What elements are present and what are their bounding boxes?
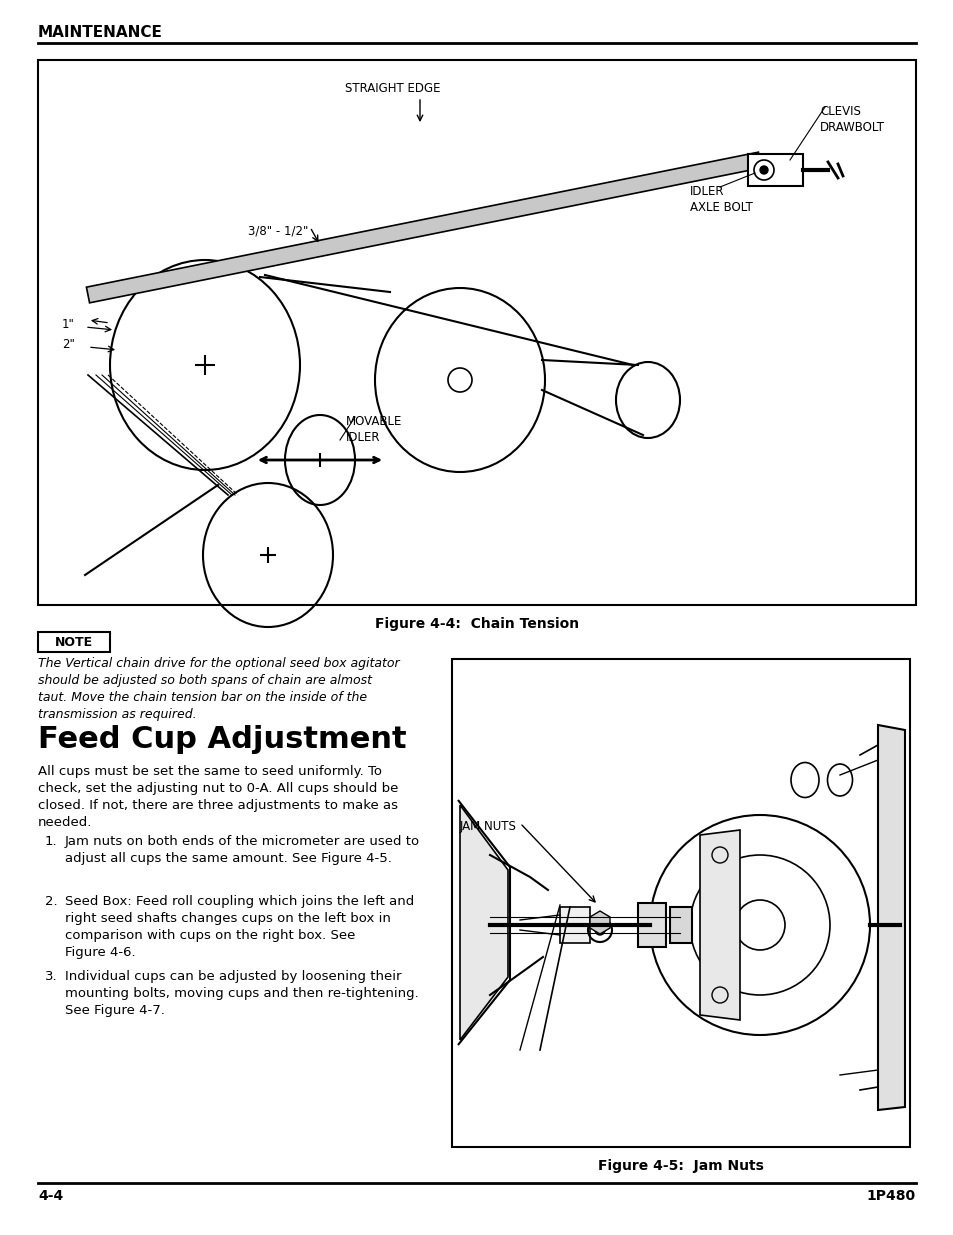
Text: 2.: 2. bbox=[45, 895, 57, 908]
Text: check, set the adjusting nut to 0-A. All cups should be: check, set the adjusting nut to 0-A. All… bbox=[38, 782, 398, 795]
FancyBboxPatch shape bbox=[638, 903, 665, 947]
FancyBboxPatch shape bbox=[38, 632, 110, 652]
Text: 3.: 3. bbox=[45, 969, 57, 983]
Text: IDLER
AXLE BOLT: IDLER AXLE BOLT bbox=[689, 185, 752, 214]
Text: right seed shafts changes cups on the left box in: right seed shafts changes cups on the le… bbox=[65, 911, 391, 925]
Text: All cups must be set the same to seed uniformly. To: All cups must be set the same to seed un… bbox=[38, 764, 381, 778]
Text: Individual cups can be adjusted by loosening their: Individual cups can be adjusted by loose… bbox=[65, 969, 401, 983]
Text: Jam nuts on both ends of the micrometer are used to: Jam nuts on both ends of the micrometer … bbox=[65, 835, 419, 848]
Circle shape bbox=[760, 165, 767, 174]
FancyBboxPatch shape bbox=[669, 906, 691, 944]
Text: JAM NUTS: JAM NUTS bbox=[459, 820, 517, 832]
Text: comparison with cups on the right box. See: comparison with cups on the right box. S… bbox=[65, 929, 355, 942]
Polygon shape bbox=[87, 152, 760, 303]
Text: 1P480: 1P480 bbox=[866, 1189, 915, 1203]
Text: STRAIGHT EDGE: STRAIGHT EDGE bbox=[345, 82, 440, 95]
Text: Figure 4-4:  Chain Tension: Figure 4-4: Chain Tension bbox=[375, 618, 578, 631]
Text: 1.: 1. bbox=[45, 835, 57, 848]
Text: mounting bolts, moving cups and then re-tightening.: mounting bolts, moving cups and then re-… bbox=[65, 987, 418, 1000]
Text: transmission as required.: transmission as required. bbox=[38, 708, 196, 721]
Text: Seed Box: Feed roll coupling which joins the left and: Seed Box: Feed roll coupling which joins… bbox=[65, 895, 414, 908]
Text: 1": 1" bbox=[62, 319, 74, 331]
Polygon shape bbox=[700, 830, 740, 1020]
FancyBboxPatch shape bbox=[559, 906, 589, 944]
FancyBboxPatch shape bbox=[747, 154, 802, 186]
Text: adjust all cups the same amount. See Figure 4-5.: adjust all cups the same amount. See Fig… bbox=[65, 852, 392, 864]
Text: closed. If not, there are three adjustments to make as: closed. If not, there are three adjustme… bbox=[38, 799, 397, 811]
Circle shape bbox=[595, 925, 604, 935]
Text: CLEVIS
DRAWBOLT: CLEVIS DRAWBOLT bbox=[820, 105, 884, 135]
Text: NOTE: NOTE bbox=[55, 636, 93, 648]
Text: MAINTENANCE: MAINTENANCE bbox=[38, 25, 163, 40]
Text: 4-4: 4-4 bbox=[38, 1189, 63, 1203]
FancyBboxPatch shape bbox=[452, 659, 909, 1147]
Text: Figure 4-6.: Figure 4-6. bbox=[65, 946, 135, 960]
Text: 3/8" - 1/2": 3/8" - 1/2" bbox=[248, 225, 308, 238]
Polygon shape bbox=[877, 725, 904, 1110]
Text: Figure 4-5:  Jam Nuts: Figure 4-5: Jam Nuts bbox=[598, 1158, 763, 1173]
Text: 2": 2" bbox=[62, 338, 74, 352]
Polygon shape bbox=[589, 911, 609, 934]
Text: MOVABLE
IDLER: MOVABLE IDLER bbox=[346, 415, 402, 445]
Text: taut. Move the chain tension bar on the inside of the: taut. Move the chain tension bar on the … bbox=[38, 692, 367, 704]
Text: should be adjusted so both spans of chain are almost: should be adjusted so both spans of chai… bbox=[38, 674, 372, 687]
Text: See Figure 4-7.: See Figure 4-7. bbox=[65, 1004, 165, 1016]
Text: Feed Cup Adjustment: Feed Cup Adjustment bbox=[38, 725, 406, 755]
Polygon shape bbox=[459, 805, 507, 1040]
Text: needed.: needed. bbox=[38, 816, 92, 829]
Text: The Vertical chain drive for the optional seed box agitator: The Vertical chain drive for the optiona… bbox=[38, 657, 399, 671]
FancyBboxPatch shape bbox=[38, 61, 915, 605]
